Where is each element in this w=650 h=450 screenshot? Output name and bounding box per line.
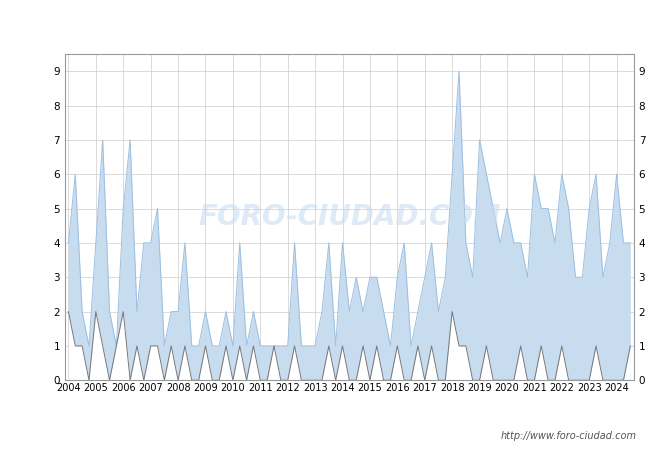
Text: Madrigal de las Altas Torres - Evolucion del Nº de Transacciones Inmobiliarias: Madrigal de las Altas Torres - Evolucion…: [68, 17, 582, 30]
Text: http://www.foro-ciudad.com: http://www.foro-ciudad.com: [501, 431, 637, 441]
Text: FORO-CIUDAD.COM: FORO-CIUDAD.COM: [198, 203, 500, 231]
